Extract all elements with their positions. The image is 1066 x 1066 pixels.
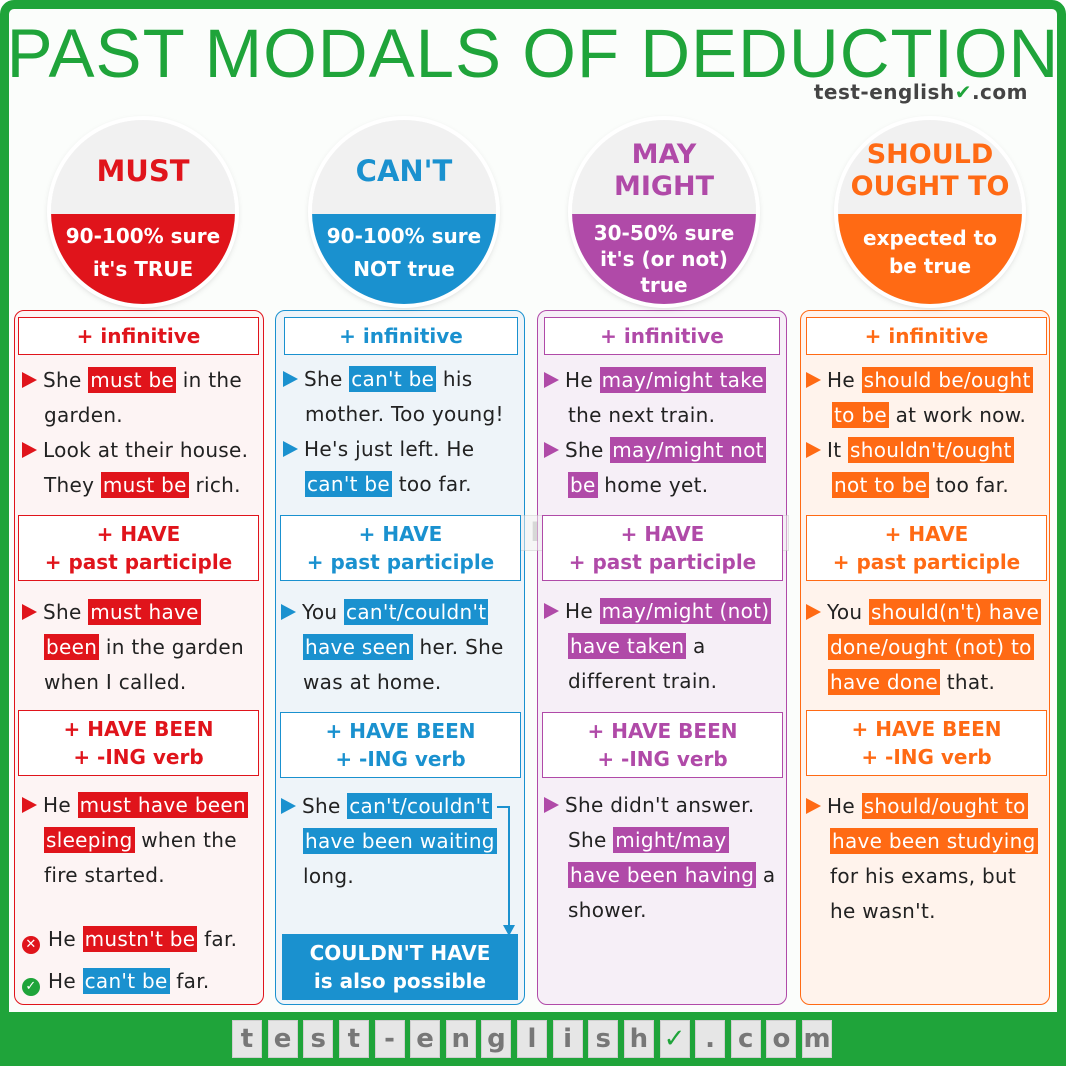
may-example-3: He may/might (not) have taken a differen… (544, 594, 784, 699)
must-example-2: Look at their house. They must be rich. (22, 433, 267, 503)
couldnt-have-note: COULDN'T HAVE is also possible (282, 934, 518, 1000)
footer-tile: e (410, 1020, 441, 1058)
footer-tile: ✓ (659, 1020, 690, 1058)
footer-tile: t (232, 1020, 262, 1058)
should-header-infinitive: + infinitive (806, 317, 1047, 355)
footer-tile: n (445, 1020, 476, 1058)
arrow-icon (544, 372, 559, 388)
footer-tile: i (552, 1020, 583, 1058)
footer-tile: o (766, 1020, 797, 1058)
arrow-icon (22, 372, 37, 388)
footer-tile: t (338, 1020, 369, 1058)
cant-header-have-been: + HAVE BEEN + -ING verb (280, 712, 521, 778)
arrow-icon (283, 441, 298, 457)
cant-meaning: NOT true (353, 257, 455, 281)
arrow-icon (806, 798, 821, 814)
footer-tile: g (481, 1020, 512, 1058)
arrow-icon (544, 797, 559, 813)
ought-to-title: OUGHT TO (850, 171, 1010, 202)
should-example-1: He should be/ought to be at work now. (806, 363, 1051, 433)
cant-title: CAN'T (355, 154, 453, 188)
may-example-1: He may/might take the next train. (544, 363, 784, 433)
may-header-infinitive: + infinitive (544, 317, 780, 355)
may-header-have-been: + HAVE BEEN + -ING verb (542, 712, 783, 778)
circle-must: MUST 90-100% sure it's TRUE (51, 120, 235, 304)
page-title: PAST MODALS OF DEDUCTION (6, 15, 1060, 92)
should-example-4: He should/ought to have been studying fo… (806, 789, 1051, 929)
must-example-1: She must be in the garden. (22, 363, 262, 433)
circle-should: SHOULD OUGHT TO expected to be true (838, 120, 1022, 304)
must-header-have-been: + HAVE BEEN + -ING verb (18, 710, 259, 776)
footer-tile: h (623, 1020, 654, 1058)
footer-tile: l (517, 1020, 547, 1058)
arrow-icon (22, 604, 37, 620)
must-header-infinitive: + infinitive (18, 317, 259, 355)
check-icon: ✔ (954, 80, 972, 104)
circle-may: MAY MIGHT 30-50% sure it's (or not) true (572, 120, 756, 304)
arrow-icon (806, 442, 821, 458)
must-example-3: She must have been in the garden when I … (22, 595, 262, 700)
should-header-have: + HAVE + past participle (806, 515, 1047, 581)
must-meaning: it's TRUE (92, 257, 194, 281)
brand-tld: .com (971, 80, 1028, 104)
cant-example-2: He's just left. He can't be too far. (283, 432, 518, 502)
arrow-icon (806, 604, 821, 620)
should-meaning: expected to (863, 226, 997, 250)
footer-tile: - (374, 1020, 405, 1058)
footer-tile: c (730, 1020, 761, 1058)
may-meaning: it's (or not) (600, 247, 728, 271)
should-title: SHOULD (866, 139, 994, 170)
brand-logo: test-english✔.com (814, 80, 1028, 104)
footer-tile: s (588, 1020, 619, 1058)
arrow-icon (281, 604, 296, 620)
cant-example-3: You can't/couldn't have seen her. She wa… (281, 595, 521, 700)
must-header-have: + HAVE + past participle (18, 515, 259, 581)
should-example-3: You should(n't) have done/ought (not) to… (806, 595, 1051, 700)
connector-arrow (497, 806, 515, 936)
footer-logo: t e s t - e n g l i s h ✓. c o m (232, 1020, 832, 1058)
cant-certainty: 90-100% sure (326, 224, 482, 248)
cant-example-4: She can't/couldn't have been waiting lon… (281, 789, 521, 894)
must-title: MUST (96, 154, 190, 188)
may-meaning-2: true (640, 273, 688, 297)
footer-tile: m (802, 1020, 832, 1058)
may-example-2: She may/might not be home yet. (544, 433, 784, 503)
might-title: MIGHT (613, 171, 715, 202)
footer-tile: e (267, 1020, 298, 1058)
cant-example-1: She can't be his mother. Too young! (283, 362, 518, 432)
must-certainty: 90-100% sure (65, 224, 221, 248)
arrow-icon (544, 603, 559, 619)
cross-icon: ✕ (22, 935, 40, 954)
footer-tile: . (695, 1020, 726, 1058)
circle-cant: CAN'T 90-100% sure NOT true (312, 120, 496, 304)
arrow-icon (806, 372, 821, 388)
should-example-2: It shouldn't/ought not to be too far. (806, 433, 1051, 503)
may-header-have: + HAVE + past participle (542, 515, 783, 581)
may-title: MAY (631, 139, 697, 170)
cant-header-have: + HAVE + past participle (280, 515, 521, 581)
arrow-icon (283, 371, 298, 387)
cant-header-infinitive: + infinitive (284, 317, 518, 355)
footer-tile: s (303, 1020, 334, 1058)
arrow-icon (281, 798, 296, 814)
may-example-4: She didn't answer. She might/may have be… (544, 788, 789, 928)
may-certainty: 30-50% sure (593, 221, 735, 245)
arrow-icon (544, 442, 559, 458)
should-meaning-2: be true (888, 254, 972, 278)
should-header-have-been: + HAVE BEEN + -ING verb (806, 710, 1047, 776)
check-icon: ✓ (22, 977, 40, 996)
arrow-icon (22, 442, 37, 458)
must-example-4: He must have been sleeping when the fire… (22, 788, 262, 893)
must-wrong-example: ✕ He mustn't be far. (22, 922, 262, 957)
must-right-example: ✓ He can't be far. (22, 964, 262, 999)
arrow-icon (22, 797, 37, 813)
brand-name: test-english (813, 80, 955, 104)
